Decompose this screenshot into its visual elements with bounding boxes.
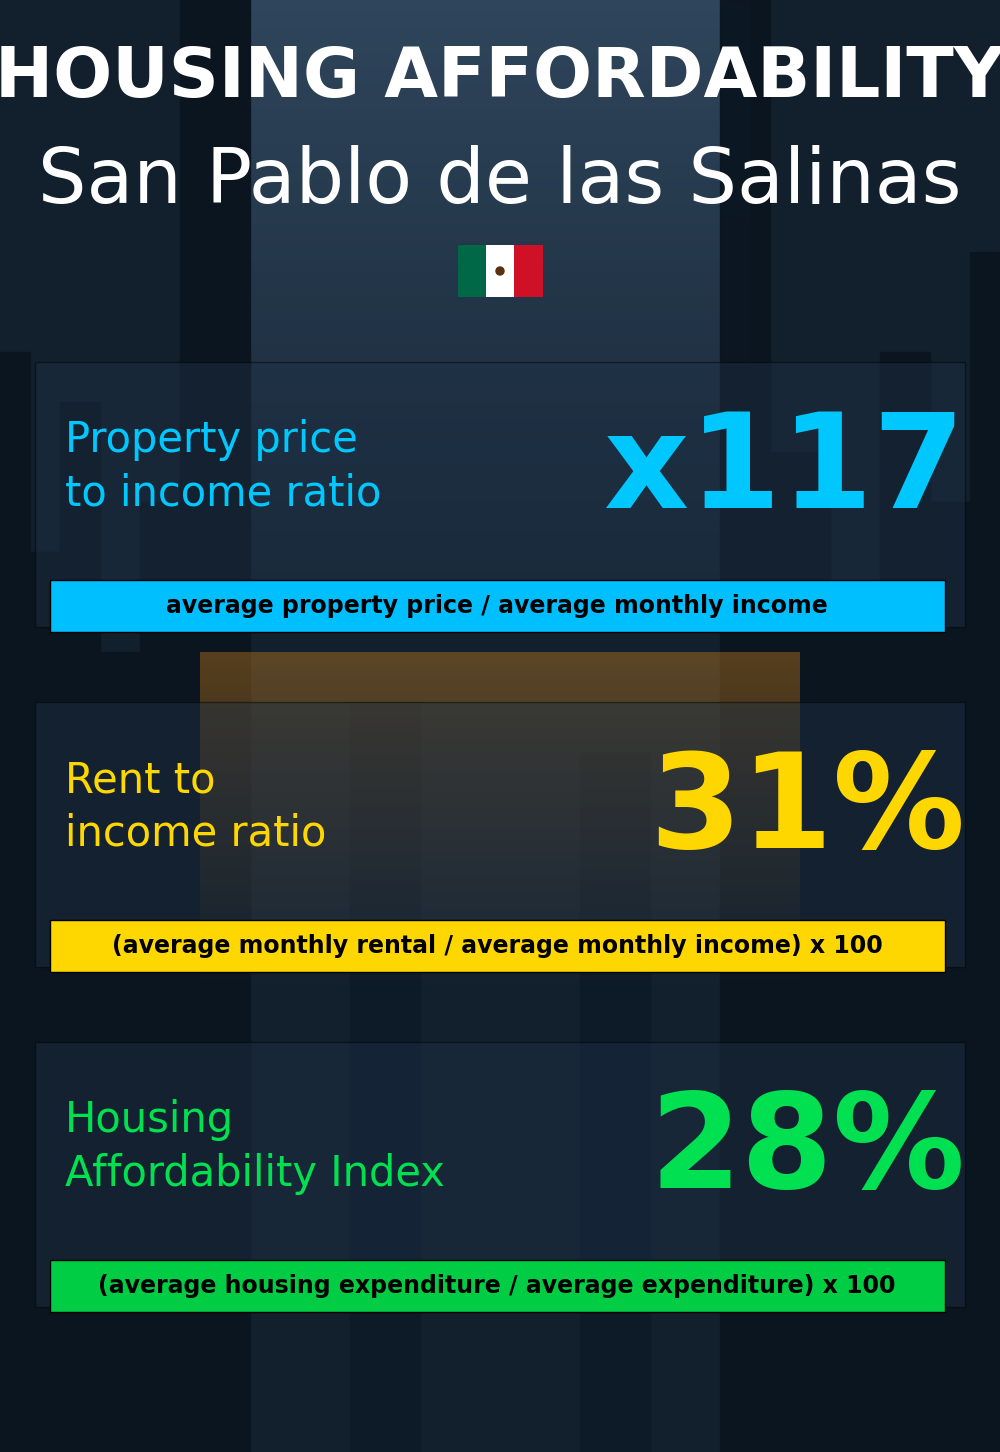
FancyBboxPatch shape <box>50 1260 945 1313</box>
Polygon shape <box>0 0 250 1452</box>
FancyBboxPatch shape <box>50 579 945 632</box>
FancyBboxPatch shape <box>35 1043 965 1307</box>
Polygon shape <box>350 701 420 1452</box>
Text: Housing
Affordability Index: Housing Affordability Index <box>65 1099 445 1195</box>
Text: 31%: 31% <box>649 748 965 876</box>
Text: (average monthly rental / average monthly income) x 100: (average monthly rental / average monthl… <box>112 934 882 958</box>
Bar <box>486 245 514 298</box>
FancyBboxPatch shape <box>50 921 945 971</box>
Polygon shape <box>580 752 650 1452</box>
Text: San Pablo de las Salinas: San Pablo de las Salinas <box>38 145 962 219</box>
Bar <box>514 245 542 298</box>
FancyBboxPatch shape <box>35 362 965 627</box>
Text: x117: x117 <box>604 408 965 536</box>
Text: Property price
to income ratio: Property price to income ratio <box>65 420 381 515</box>
Text: 28%: 28% <box>649 1089 965 1215</box>
Bar <box>458 245 486 298</box>
Text: HOUSING AFFORDABILITY: HOUSING AFFORDABILITY <box>0 44 1000 110</box>
Circle shape <box>496 267 504 274</box>
Polygon shape <box>720 0 1000 1452</box>
Text: average property price / average monthly income: average property price / average monthly… <box>166 594 828 619</box>
Text: Rent to
income ratio: Rent to income ratio <box>65 759 326 855</box>
Text: (average housing expenditure / average expenditure) x 100: (average housing expenditure / average e… <box>98 1273 896 1298</box>
FancyBboxPatch shape <box>35 701 965 967</box>
